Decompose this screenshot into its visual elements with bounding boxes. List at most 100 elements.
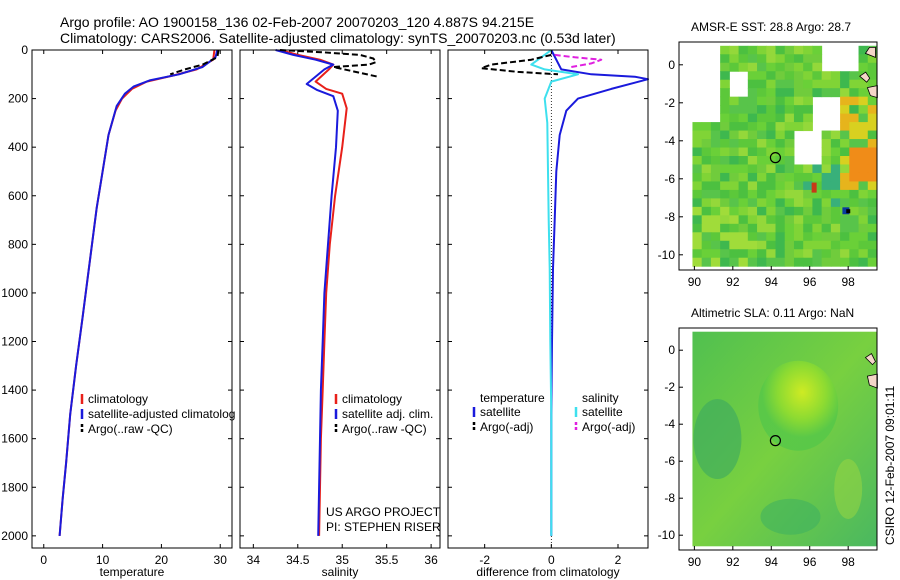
sst-cell bbox=[738, 156, 749, 165]
sst-cell bbox=[720, 54, 730, 64]
sst-cell bbox=[692, 240, 703, 250]
sst-cell bbox=[793, 164, 804, 174]
sst-cell bbox=[821, 249, 832, 259]
sst-cell bbox=[710, 156, 721, 165]
sst-cell bbox=[766, 62, 777, 72]
sst-cell bbox=[858, 156, 869, 165]
sst-cell bbox=[830, 257, 841, 267]
sst-cell bbox=[692, 147, 703, 157]
sst-cell bbox=[849, 257, 860, 267]
sst-cell bbox=[720, 164, 730, 174]
sst-cell bbox=[784, 105, 795, 115]
y-tick-label: 1800 bbox=[1, 480, 28, 494]
sst-cell bbox=[821, 198, 832, 208]
sst-cell bbox=[840, 105, 850, 115]
sst-cell bbox=[812, 232, 823, 242]
sst-cell bbox=[784, 130, 795, 140]
sst-cell bbox=[849, 71, 860, 81]
sst-cell bbox=[840, 113, 850, 123]
x-tick-label: -2 bbox=[479, 553, 490, 567]
sst-cell bbox=[849, 139, 860, 149]
sst-cell bbox=[867, 257, 878, 267]
series-line-blue bbox=[550, 49, 649, 536]
sst-cell bbox=[784, 139, 795, 149]
map-x-tick-label: 98 bbox=[841, 275, 855, 289]
salinity-panel: 34 34.5 35 35.5 36 salinity climatologysatelli… bbox=[239, 49, 441, 579]
map-y-tick-label: -4 bbox=[664, 417, 675, 431]
sst-cell bbox=[757, 198, 767, 208]
coastline bbox=[864, 47, 876, 58]
sst-cell bbox=[747, 96, 758, 106]
sst-cell bbox=[738, 164, 749, 174]
sst-cell bbox=[840, 156, 850, 165]
sst-cell bbox=[821, 172, 832, 182]
sst-cell bbox=[840, 147, 850, 157]
sst-cell bbox=[840, 189, 850, 199]
sst-cell bbox=[692, 223, 703, 233]
x-tick-label: 36 bbox=[424, 553, 438, 567]
sst-cell bbox=[738, 62, 749, 72]
sst-cell bbox=[830, 181, 841, 191]
sst-cell bbox=[710, 172, 721, 182]
sst-cell bbox=[821, 181, 832, 191]
sst-cell bbox=[701, 172, 712, 182]
sst-cell bbox=[747, 215, 758, 225]
sst-cell bbox=[858, 232, 869, 242]
sst-cell bbox=[867, 113, 878, 123]
sst-cell bbox=[849, 164, 860, 174]
sst-cell bbox=[867, 223, 878, 233]
sst-cell bbox=[775, 105, 786, 115]
sst-cell bbox=[701, 122, 712, 132]
sst-cell bbox=[720, 62, 730, 72]
sst-cell bbox=[867, 105, 878, 115]
sst-cell bbox=[867, 156, 878, 165]
sst-cell bbox=[757, 206, 767, 216]
sst-cell bbox=[803, 96, 813, 106]
sst-cell bbox=[766, 189, 777, 199]
sst-cell bbox=[692, 164, 703, 174]
sla-low bbox=[760, 498, 821, 535]
sst-cell bbox=[858, 198, 869, 208]
y-tick-label: 1600 bbox=[1, 432, 28, 446]
axes-box bbox=[31, 49, 233, 549]
sst-cell bbox=[793, 71, 804, 81]
sla-high bbox=[758, 360, 839, 451]
sst-cell bbox=[849, 156, 860, 165]
sst-cell bbox=[821, 79, 832, 89]
sst-cell bbox=[858, 122, 869, 132]
sst-cell bbox=[701, 232, 712, 242]
sst-cell bbox=[830, 71, 841, 81]
sst-cell bbox=[849, 240, 860, 250]
sst-cell bbox=[830, 147, 841, 157]
sst-cell bbox=[784, 45, 795, 55]
y-tick-label: 1200 bbox=[1, 335, 28, 349]
x-tick-label: 34.5 bbox=[286, 553, 310, 567]
sst-cell bbox=[738, 181, 749, 191]
sst-cell bbox=[812, 189, 823, 199]
sst-cell bbox=[692, 257, 703, 267]
sst-cell bbox=[803, 249, 813, 259]
sst-cell bbox=[867, 122, 878, 132]
sst-cell bbox=[793, 122, 804, 132]
sst-cell bbox=[821, 223, 832, 233]
x-tick-label: 10 bbox=[96, 553, 110, 567]
sst-cell bbox=[710, 147, 721, 157]
sst-cell bbox=[858, 54, 869, 64]
series-line-black bbox=[480, 53, 559, 76]
sst-cell bbox=[720, 249, 730, 259]
sst-cell bbox=[720, 105, 730, 115]
sst-cell bbox=[812, 79, 823, 89]
sst-cell bbox=[720, 139, 730, 149]
sst-cell bbox=[692, 232, 703, 242]
sst-cell bbox=[793, 88, 804, 98]
sst-cell bbox=[701, 189, 712, 199]
sst-cell bbox=[830, 223, 841, 233]
sst-cell bbox=[821, 147, 832, 157]
sst-cell bbox=[784, 172, 795, 182]
series-line-blue bbox=[275, 49, 339, 536]
sst-cell bbox=[720, 122, 730, 132]
sst-cell bbox=[757, 240, 767, 250]
sst-cell bbox=[867, 79, 878, 89]
sst-cell bbox=[757, 215, 767, 225]
sst-cell bbox=[766, 79, 777, 89]
